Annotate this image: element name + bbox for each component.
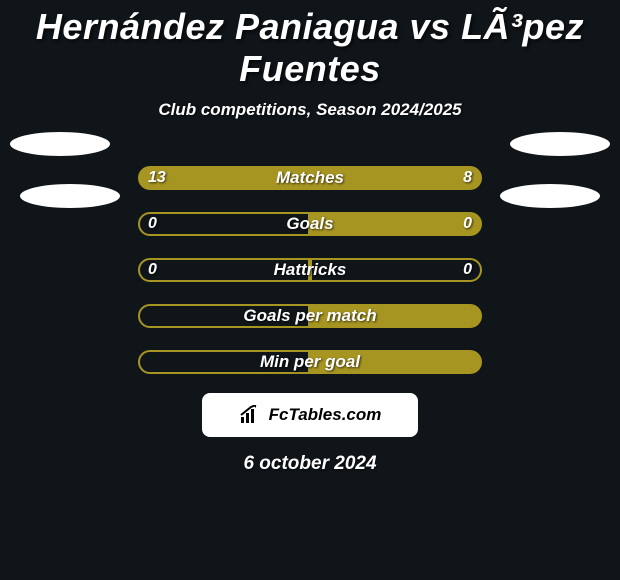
stat-row-inner: Min per goal (138, 350, 482, 374)
comparison-card: Hernández Paniagua vs LÃ³pez Fuentes Clu… (0, 6, 620, 475)
stat-value-right: 0 (453, 258, 482, 282)
stat-row: Goals per match (0, 293, 620, 339)
stat-row: Matches13 8 (0, 155, 620, 201)
stat-rows: Matches138Goals00Hattricks00Goals per ma… (0, 155, 620, 385)
stat-row: Min per goal (0, 339, 620, 385)
stat-row-inner: Hattricks0 0 (138, 258, 482, 282)
brand-label: FcTables.com (269, 405, 382, 425)
stat-label: Hattricks (138, 258, 482, 282)
stat-row-inner: Goals0 0 (138, 212, 482, 236)
stat-row: Goals0 0 (0, 201, 620, 247)
chart-bars-icon (239, 405, 263, 425)
stat-row: Hattricks0 0 (0, 247, 620, 293)
stat-row-inner: Goals per match (138, 304, 482, 328)
stat-value-right: 0 (453, 212, 482, 236)
player-left-marker-icon (10, 132, 110, 156)
stat-value-left: 13 (138, 166, 176, 190)
stat-value-left: 0 (138, 212, 167, 236)
stat-row-inner: Matches13 8 (138, 166, 482, 190)
player-right-marker-icon (510, 132, 610, 156)
date-label: 6 october 2024 (0, 453, 620, 475)
stat-label: Min per goal (138, 350, 482, 374)
page-title: Hernández Paniagua vs LÃ³pez Fuentes (0, 6, 620, 90)
stat-label: Matches (138, 166, 482, 190)
brand-box: FcTables.com (202, 393, 418, 437)
page-subtitle: Club competitions, Season 2024/2025 (0, 100, 620, 120)
stat-label: Goals (138, 212, 482, 236)
stat-label: Goals per match (138, 304, 482, 328)
stat-value-left: 0 (138, 258, 167, 282)
stat-value-right: 8 (453, 166, 482, 190)
